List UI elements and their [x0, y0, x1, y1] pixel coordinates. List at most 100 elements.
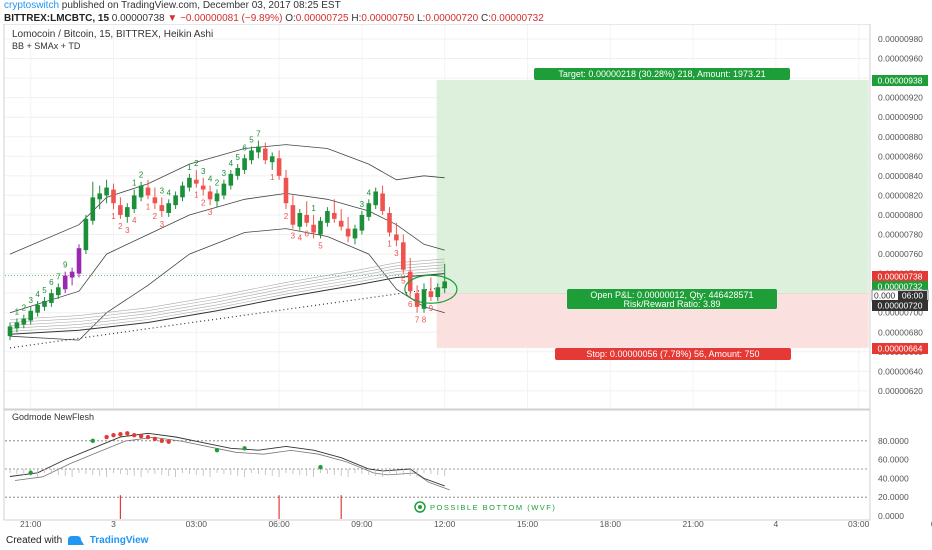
td-down-count: 3: [160, 220, 165, 229]
candle-body: [256, 146, 261, 153]
price-tick-label: 0.00000640: [878, 366, 923, 376]
td-up-count: 4: [367, 188, 372, 197]
ticker-bar: BITTREX:LMCBTC, 15 0.00000738 ▼ −0.00000…: [0, 12, 932, 25]
bollinger-mid-line: [9, 192, 445, 314]
candle-body: [159, 205, 165, 212]
highlight-circle: [404, 274, 458, 304]
oscillator-marker: [214, 448, 220, 453]
price-axis[interactable]: 0.000009800.000009600.000009400.00000920…: [878, 34, 923, 396]
candle-body: [118, 205, 123, 215]
tradingview-link[interactable]: TradingView: [89, 535, 149, 546]
td-down-count: 5: [401, 277, 406, 286]
low-value: 0.00000720: [425, 13, 479, 24]
bollinger-lower-line: [9, 228, 445, 341]
target-zone[interactable]: [436, 80, 869, 294]
close-price-tag: 0.00000732: [872, 281, 928, 292]
td-down-count: 5: [318, 241, 323, 250]
osc-tick-label: 0.0000: [878, 511, 904, 521]
author-link[interactable]: cryptoswitch: [4, 0, 60, 11]
td-up-count: 1: [187, 163, 192, 172]
candle-body: [387, 212, 392, 233]
oscillator-signal-line: [14, 436, 450, 491]
price-tick-label: 0.00000980: [878, 34, 923, 44]
candle-body: [28, 310, 33, 321]
candle-body: [366, 203, 372, 217]
time-tick-label: 21:00: [682, 519, 704, 529]
candle-body: [214, 193, 220, 202]
open-pnl-text: Open P&L: 0.00000012, Qty: 446428571: [590, 290, 753, 300]
oscillator-pane[interactable]: [3, 409, 871, 521]
low-label: L:: [417, 13, 426, 24]
price-tick-label: 0.00000800: [878, 210, 923, 220]
candle-body: [194, 179, 199, 184]
time-tick-label: 06:00: [931, 519, 932, 529]
candle-body: [249, 150, 254, 161]
td-down-count: 9: [429, 304, 434, 313]
stop-label[interactable]: Stop: 0.00000056 (7.78%) 56, Amount: 750: [555, 348, 791, 360]
candle-body: [442, 281, 447, 289]
td-up-count: 3: [28, 296, 33, 305]
indicator-lines: [9, 144, 445, 349]
td-up-count: 4: [208, 175, 213, 184]
candle-body: [83, 218, 89, 251]
td-up-count: 2: [215, 179, 220, 188]
price-tick-label: 0.00000880: [878, 132, 923, 142]
svg-text:06:00: 06:00: [902, 291, 924, 301]
candle-body: [180, 185, 185, 198]
td-up-count: 3: [160, 186, 165, 195]
candle-body: [421, 289, 427, 309]
svg-text:0.000: 0.000: [874, 291, 896, 301]
td-down-count: 8: [422, 316, 427, 325]
time-tick-label: 06:00: [268, 519, 290, 529]
td-up-count: 2: [22, 304, 27, 313]
sma-line: [9, 258, 445, 320]
candle-body: [359, 214, 365, 231]
open-pnl-label[interactable]: Open P&L: 0.00000012, Qty: 446428571 Ris…: [567, 289, 777, 309]
candles[interactable]: [7, 140, 447, 341]
candle-body: [401, 242, 406, 270]
oscillator-marker: [111, 432, 116, 438]
td-up-count: 3: [222, 169, 227, 178]
oscillator-title: Godmode NewFlesh: [12, 412, 94, 422]
oscillator-axis[interactable]: 80.0000 60.0000 40.0000 20.0000 0.0000: [878, 436, 909, 521]
svg-text:0.00000938: 0.00000938: [878, 76, 923, 86]
oscillator-marker: [166, 439, 171, 444]
oscillator-marker: [90, 438, 96, 443]
candle-body: [269, 156, 275, 163]
price-change: −0.00000081 (−9.89%): [180, 13, 283, 24]
risk-reward-text: Risk/Reward Ratio: 3.89: [623, 299, 720, 309]
td-down-count: 6: [408, 300, 413, 309]
td-down-count: 3: [208, 208, 213, 217]
td-up-count: 3: [201, 167, 206, 176]
publish-header: cryptoswitch published on TradingView.co…: [0, 0, 932, 12]
td-up-count: 5: [235, 153, 240, 162]
candle-body: [111, 189, 116, 204]
osc-tick-label: 60.0000: [878, 455, 909, 465]
td-down-count: 4: [132, 216, 137, 225]
candle-body: [332, 212, 337, 219]
td-down-count: 2: [118, 222, 123, 231]
price-tick-label: 0.00000840: [878, 171, 923, 181]
candle-body: [435, 287, 441, 298]
td-up-count: 9: [63, 261, 68, 270]
countdown-tag: 0.000 06:00: [871, 289, 929, 302]
price-tick-label: 0.00000920: [878, 93, 923, 103]
candle-body: [62, 275, 68, 290]
td-down-count: 3: [291, 232, 296, 241]
time-axis[interactable]: 21:00 3 03:00 06:00 09:00 12:00 15:00 18:00 21:0…: [20, 519, 932, 529]
time-tick-label: 3: [111, 519, 116, 529]
target-price-tag: 0.00000938: [872, 75, 928, 86]
target-label[interactable]: Target: 0.00000218 (30.28%) 218, Amount:…: [534, 68, 790, 80]
candle-body: [242, 158, 247, 170]
candle-body: [228, 173, 234, 186]
symbol-label[interactable]: BITTREX:LMCBTC, 15: [4, 13, 109, 24]
oscillator-marker: [145, 434, 151, 440]
price-tick-label: 0.00000780: [878, 230, 923, 240]
close-value: 0.00000732: [490, 13, 544, 24]
td-down-count: 2: [284, 212, 289, 221]
high-value: 0.00000750: [361, 13, 415, 24]
svg-text:0.00000732: 0.00000732: [878, 282, 923, 292]
oscillator-marker: [132, 432, 137, 438]
